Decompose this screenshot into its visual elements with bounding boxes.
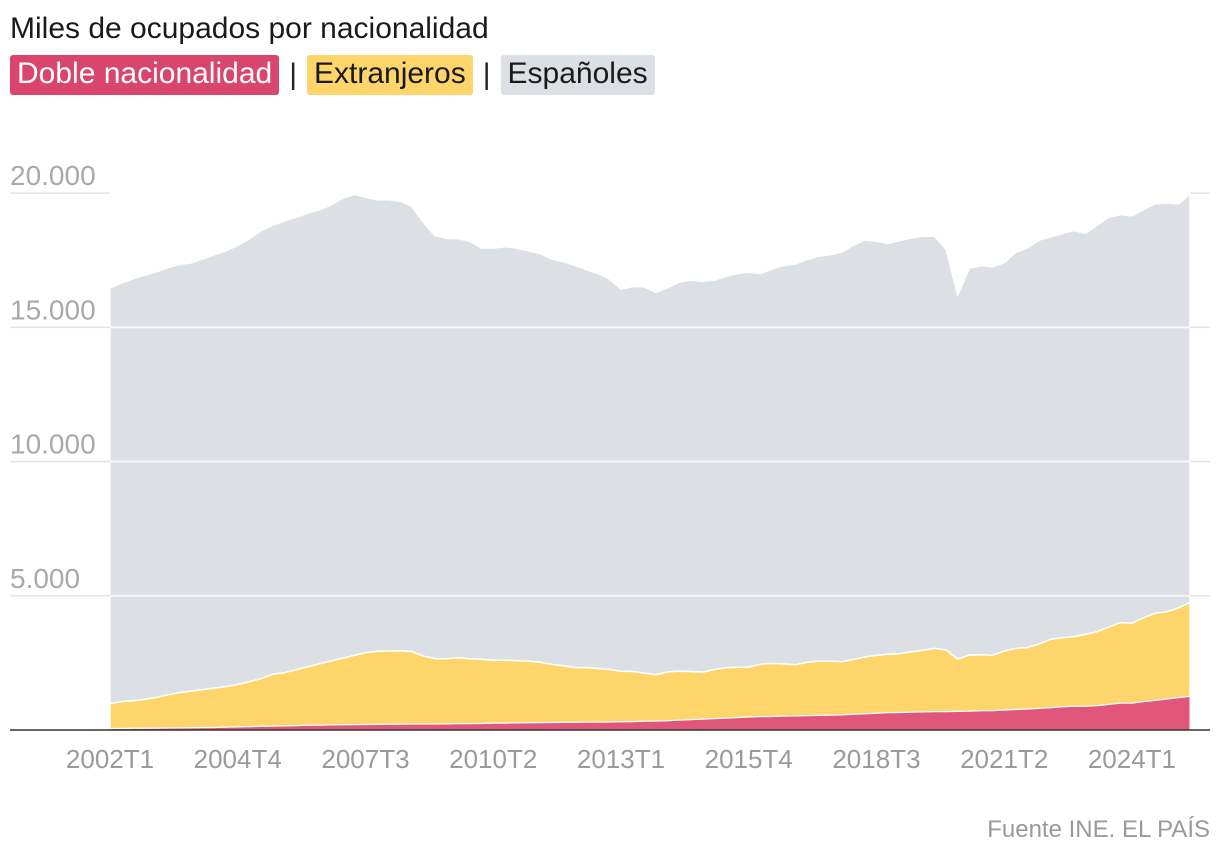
y-tick-label: 10.000	[10, 429, 96, 460]
series-area-espanoles	[109, 192, 1191, 705]
chart-title: Miles de ocupados por nacionalidad	[10, 12, 489, 45]
y-tick-label: 20.000	[10, 160, 96, 191]
legend-separator: |	[482, 58, 491, 91]
legend-item-espanoles: Españoles	[500, 55, 655, 95]
x-tick-label: 2015T4	[705, 744, 793, 774]
legend-item-extranjeros: Extranjeros	[307, 55, 473, 95]
x-tick-label: 2007T3	[321, 744, 409, 774]
x-tick-label: 2010T2	[449, 744, 537, 774]
x-tick-label: 2002T1	[66, 744, 154, 774]
y-tick-label: 15.000	[10, 294, 96, 325]
y-tick-label: 5.000	[10, 563, 80, 594]
x-tick-label: 2013T1	[577, 744, 665, 774]
x-tick-label: 2024T1	[1088, 744, 1176, 774]
x-tick-label: 2018T3	[832, 744, 920, 774]
legend: Doble nacionalidad | Extranjeros | Españ…	[10, 55, 655, 95]
source-note: Fuente INE. EL PAÍS	[987, 816, 1210, 843]
legend-item-doble-nacionalidad: Doble nacionalidad	[10, 55, 280, 95]
legend-separator: |	[289, 58, 297, 91]
x-tick-label: 2021T2	[960, 744, 1048, 774]
x-tick-label: 2004T4	[194, 744, 282, 774]
